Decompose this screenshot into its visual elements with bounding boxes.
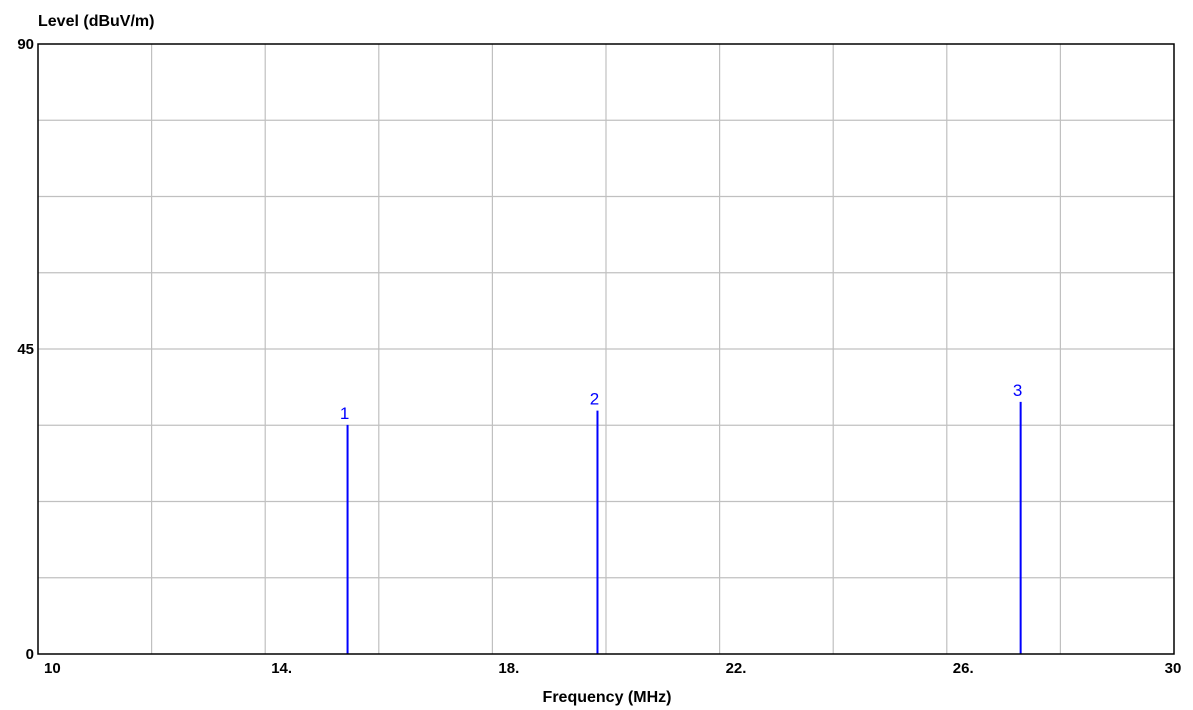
marker-3-label: 3: [1013, 381, 1022, 400]
marker-2-label: 2: [590, 390, 599, 409]
y-axis-title: Level (dBuV/m): [38, 13, 154, 30]
x-tick-label: 10: [44, 660, 61, 677]
x-tick-label: 18.: [498, 660, 519, 677]
plot-frame: [37, 43, 1175, 655]
x-tick-label: 22.: [726, 660, 747, 677]
y-tick-label: 90: [17, 36, 34, 53]
grid-layer: [38, 44, 1174, 654]
marker-layer: 1 2 3: [340, 381, 1022, 654]
tick-layer: 10 14. 18. 22. 26. 30 0 45 90: [17, 36, 1181, 677]
y-tick-label: 45: [17, 341, 34, 358]
marker-1-label: 1: [340, 404, 349, 423]
x-tick-label: 26.: [953, 660, 974, 677]
x-tick-label: 30: [1165, 660, 1182, 677]
x-axis-title: Frequency (MHz): [543, 689, 672, 706]
y-tick-label: 0: [26, 646, 34, 663]
x-tick-label: 14.: [271, 660, 292, 677]
